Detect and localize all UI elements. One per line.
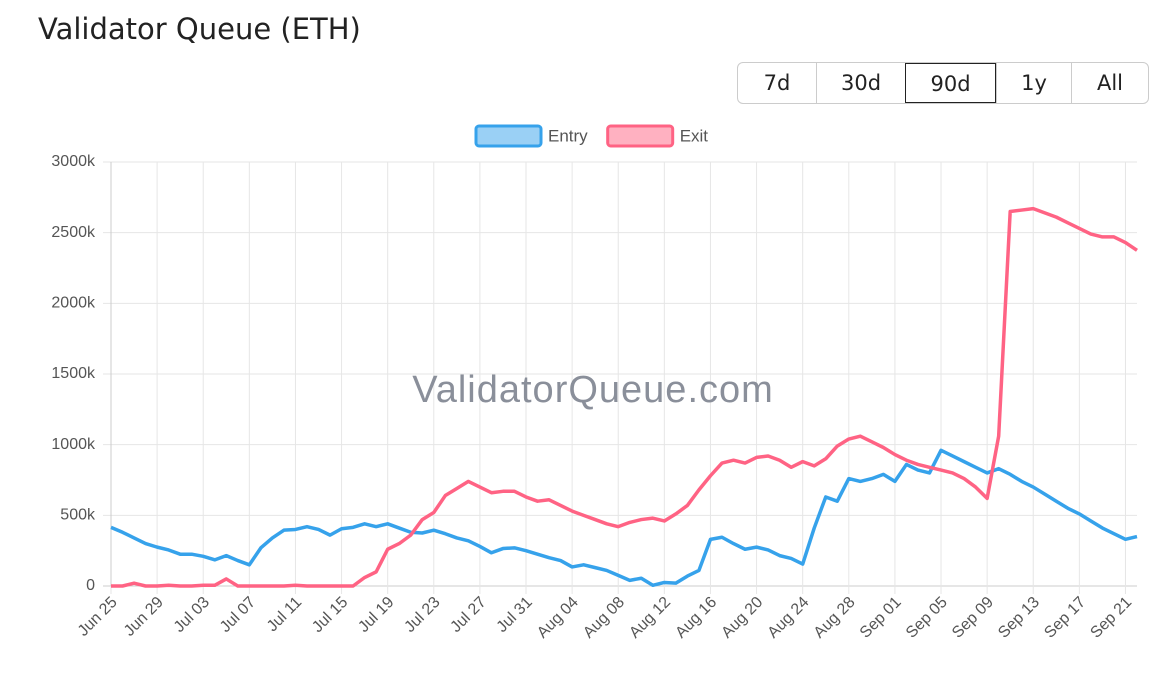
x-tick-label: Aug 12	[626, 594, 674, 642]
y-tick-label: 3000k	[51, 153, 96, 170]
y-tick-label: 1500k	[51, 365, 96, 382]
x-tick-label: Jun 25	[75, 594, 121, 640]
page-title: Validator Queue (ETH)	[38, 12, 361, 46]
x-tick-label: Jun 29	[121, 594, 167, 640]
y-tick-label: 0	[86, 577, 95, 594]
x-tick-label: Jul 23	[401, 594, 443, 636]
legend-label: Entry	[548, 126, 588, 145]
y-tick-label: 1000k	[51, 436, 96, 453]
range-button[interactable]: All	[1071, 63, 1148, 103]
x-tick-label: Aug 16	[672, 594, 720, 642]
range-button[interactable]: 90d	[905, 63, 996, 103]
y-tick-label: 2500k	[51, 224, 96, 241]
x-tick-label: Aug 28	[811, 594, 859, 642]
legend-swatch	[606, 124, 675, 148]
x-tick-label: Sep 17	[1041, 594, 1089, 642]
range-selector: 7d 30d 90d 1y All	[737, 62, 1149, 104]
x-tick-label: Jul 07	[217, 594, 259, 636]
x-tick-label: Sep 05	[903, 594, 951, 642]
y-tick-label: 2000k	[51, 295, 96, 312]
x-tick-label: Aug 20	[719, 594, 767, 642]
x-tick-label: Aug 04	[534, 594, 582, 642]
x-tick-label: Jul 31	[494, 594, 536, 636]
x-tick-label: Sep 09	[949, 594, 997, 642]
legend-swatch	[474, 124, 543, 148]
x-tick-label: Aug 08	[580, 594, 628, 642]
x-tick-label: Jul 11	[264, 594, 305, 635]
x-tick-label: Sep 01	[857, 594, 905, 642]
data-line	[111, 206, 1138, 588]
x-tick-label: Jul 19	[355, 594, 397, 636]
x-tick-label: Jul 27	[447, 594, 489, 636]
x-tick-label: Jul 03	[171, 594, 213, 636]
range-button[interactable]: 30d	[816, 63, 905, 103]
range-button[interactable]: 1y	[996, 63, 1071, 103]
x-tick-label: Sep 13	[995, 594, 1043, 642]
watermark: ValidatorQueue.com	[412, 369, 774, 411]
data-line	[110, 448, 1138, 588]
x-tick-label: Aug 24	[765, 594, 813, 642]
legend-label: Exit	[680, 126, 709, 145]
x-tick-label: Sep 21	[1087, 594, 1135, 642]
range-button[interactable]: 7d	[763, 71, 791, 95]
y-tick-label: 500k	[60, 507, 96, 524]
x-tick-label: Jul 15	[309, 594, 351, 636]
